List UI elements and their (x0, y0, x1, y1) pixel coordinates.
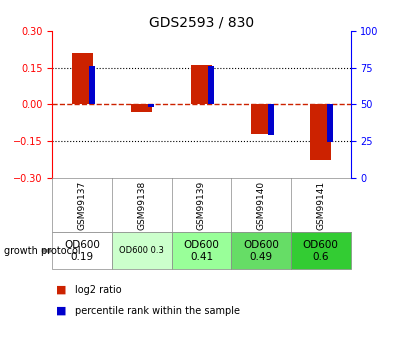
Bar (52, 233, 112, 269)
Text: GSM99141: GSM99141 (316, 180, 325, 229)
Bar (231, 233, 291, 269)
Text: GSM99139: GSM99139 (197, 180, 206, 230)
Text: log2 ratio: log2 ratio (75, 285, 121, 295)
Text: OD600
0.6: OD600 0.6 (303, 240, 339, 262)
Bar (112, 233, 172, 269)
Bar (251, 104, 272, 134)
Bar (72, 53, 93, 104)
Text: OD600
0.19: OD600 0.19 (64, 240, 100, 262)
Title: GDS2593 / 830: GDS2593 / 830 (149, 16, 254, 30)
Text: OD600 0.3: OD600 0.3 (119, 246, 164, 255)
Bar (89, 66, 95, 104)
Text: growth protocol: growth protocol (4, 246, 81, 256)
Bar (291, 233, 351, 269)
Text: OD600
0.49: OD600 0.49 (243, 240, 279, 262)
Bar (268, 104, 274, 135)
Text: ■: ■ (56, 285, 67, 295)
Bar (310, 104, 331, 160)
Text: percentile rank within the sample: percentile rank within the sample (75, 306, 239, 315)
Bar (148, 104, 154, 107)
Text: GSM99137: GSM99137 (78, 180, 87, 230)
Text: OD600
0.41: OD600 0.41 (183, 240, 220, 262)
Bar (208, 66, 214, 104)
Bar (131, 104, 152, 112)
Bar (191, 65, 212, 104)
Text: GSM99140: GSM99140 (257, 180, 266, 229)
Bar (327, 104, 333, 142)
Text: ■: ■ (56, 306, 67, 315)
Bar (172, 233, 231, 269)
Text: GSM99138: GSM99138 (137, 180, 146, 230)
